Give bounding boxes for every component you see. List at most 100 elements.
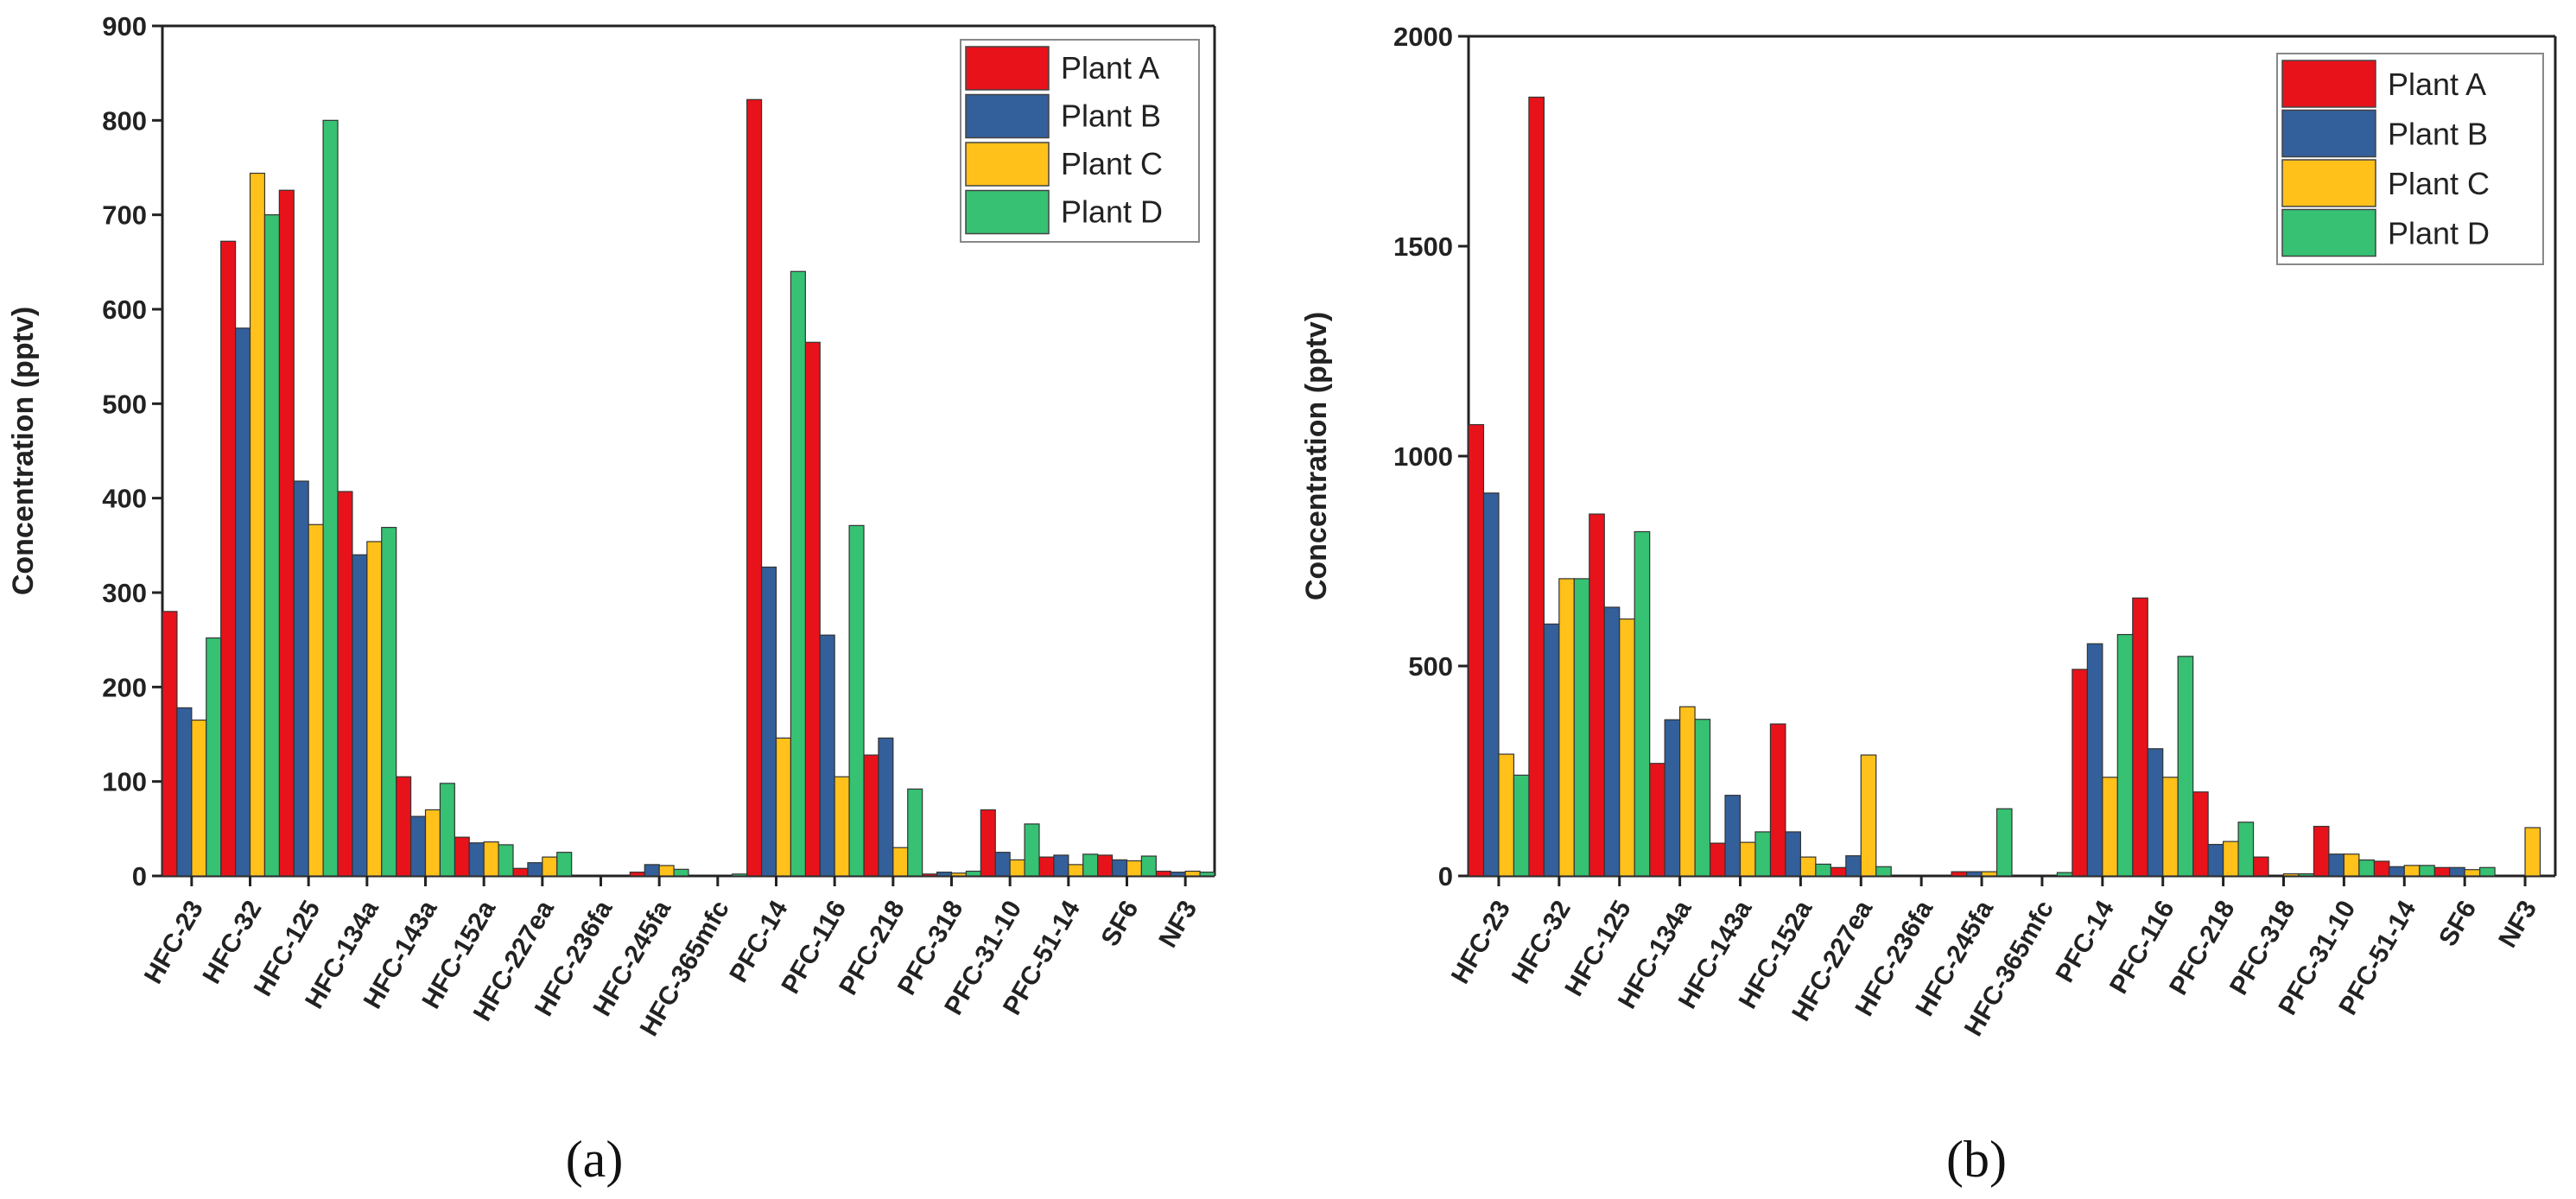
bar-plant-c-hfc-125 (1619, 618, 1635, 877)
y-tick-label: 100 (102, 767, 147, 797)
y-tick-label: 600 (102, 295, 147, 325)
bar-plant-d-hfc-134a (381, 526, 397, 877)
legend-label: Plant A (1061, 50, 1159, 86)
bar-plant-d-pfc-218 (2237, 822, 2255, 877)
bar-plant-a-pfc-14 (746, 98, 763, 877)
y-tick-label: 500 (102, 389, 147, 419)
bar-plant-d-pfc-318 (2298, 872, 2315, 877)
bar-plant-c-hfc-152a (483, 841, 499, 877)
bar-plant-b-sf6 (1111, 859, 1128, 877)
bar-plant-b-hfc-23 (1482, 492, 1500, 877)
bar-plant-b-pfc-318 (936, 872, 953, 877)
bar-plant-b-hfc-134a (352, 554, 368, 877)
bar-plant-d-hfc-134a (1694, 719, 1711, 877)
legend-label: Plant A (2388, 67, 2486, 102)
y-tick-label: 700 (102, 200, 147, 231)
bar-plant-a-sf6 (1097, 854, 1114, 877)
bar-plant-c-pfc-14 (2102, 777, 2118, 877)
bar-plant-b-pfc-218 (2207, 843, 2224, 877)
legend-label: Plant B (1061, 98, 1161, 134)
bar-plant-b-pfc-218 (878, 737, 894, 877)
bar-plant-a-hfc-32 (1528, 96, 1545, 877)
bar-plant-b-hfc-152a (468, 842, 485, 877)
legend-swatch (965, 189, 1050, 235)
bar-plant-b-hfc-227ea (1845, 855, 1862, 877)
bar-plant-d-hfc-125 (1634, 530, 1651, 877)
bar-plant-d-hfc-245fa (673, 868, 689, 877)
legend: Plant A Plant B Plant C Plant D (960, 39, 1200, 243)
bar-plant-d-pfc-31-10 (1024, 823, 1040, 877)
y-tick-label: 500 (1408, 651, 1453, 682)
bar-plant-b-pfc-116 (819, 634, 835, 877)
legend-swatch (2281, 60, 2376, 108)
bar-plant-d-hfc-152a (1815, 863, 1831, 877)
bar-plant-c-nf3 (2524, 827, 2541, 877)
bar-plant-d-hfc-23 (206, 637, 222, 877)
bar-plant-c-pfc-218 (892, 847, 909, 877)
x-tick-label: PFC-14 (2051, 896, 2120, 987)
x-tick-label: NF3 (2493, 896, 2542, 953)
bar-plant-a-pfc-116 (804, 341, 821, 877)
bar-plant-b-pfc-51-14 (2389, 866, 2405, 877)
bar-plant-d-hfc-143a (439, 783, 455, 877)
legend-label: Plant C (2388, 166, 2490, 201)
bar-plant-c-sf6 (1126, 860, 1143, 877)
bar-plant-d-pfc-318 (965, 870, 981, 877)
bar-plant-d-sf6 (2479, 866, 2496, 877)
bar-plant-a-hfc-23 (162, 611, 178, 877)
bar-plant-a-pfc-51-14 (1038, 856, 1055, 877)
y-axis-label: Concentration (pptv) (1300, 312, 1333, 600)
bar-plant-c-pfc-218 (2223, 841, 2239, 877)
bar-plant-a-hfc-125 (1589, 513, 1605, 877)
bar-plant-c-pfc-116 (834, 776, 850, 877)
bar-plant-a-pfc-31-10 (980, 809, 996, 877)
bar-plant-b-hfc-134a (1664, 719, 1681, 877)
bar-plant-d-pfc-51-14 (1082, 853, 1099, 877)
bar-plant-b-nf3 (1170, 872, 1186, 877)
bar-plant-c-hfc-32 (249, 172, 266, 877)
bar-plant-a-pfc-116 (2132, 597, 2148, 877)
bar-plant-b-hfc-245fa (644, 864, 660, 877)
bar-plant-d-pfc-31-10 (2358, 859, 2375, 877)
bar-plant-d-sf6 (1140, 855, 1157, 877)
bar-plant-a-hfc-227ea (512, 867, 529, 877)
legend-swatch (965, 46, 1050, 91)
bar-plant-b-hfc-125 (1603, 606, 1621, 877)
bar-plant-d-pfc-14 (790, 270, 806, 877)
bar-plant-a-hfc-32 (220, 240, 237, 877)
bar-plant-a-hfc-245fa (1951, 871, 1968, 877)
panel-label: (b) (1946, 1131, 2007, 1188)
bar-plant-d-pfc-116 (2177, 656, 2194, 877)
bar-plant-b-hfc-125 (293, 480, 309, 877)
bar-plant-a-hfc-152a (1769, 723, 1786, 877)
bar-plant-c-hfc-125 (308, 523, 324, 877)
legend-swatch (2281, 208, 2376, 257)
bar-plant-d-hfc-32 (263, 214, 280, 877)
y-tick-label: 0 (132, 861, 147, 891)
bar-plant-d-hfc-365mfc (732, 873, 748, 877)
bar-plant-a-sf6 (2433, 866, 2451, 877)
y-tick-label: 1500 (1393, 232, 1453, 262)
bar-plant-b-hfc-227ea (527, 862, 543, 877)
y-tick-label: 800 (102, 105, 147, 136)
legend: Plant A Plant B Plant C Plant D (2276, 53, 2544, 265)
bar-plant-c-hfc-23 (1498, 753, 1515, 877)
legend-swatch (965, 93, 1050, 139)
bar-plant-c-hfc-245fa (1981, 871, 1998, 877)
bar-plant-c-hfc-152a (1799, 856, 1817, 877)
x-tick-label: SF6 (2433, 896, 2482, 951)
y-tick-label: 0 (1438, 861, 1453, 891)
bar-plant-d-pfc-218 (907, 788, 923, 877)
panel-label: (a) (566, 1131, 624, 1188)
bar-plant-b-hfc-32 (1543, 623, 1560, 877)
bar-plant-a-pfc-218 (863, 754, 879, 877)
bar-plant-a-hfc-143a (1709, 842, 1726, 877)
bar-plant-d-hfc-365mfc (2056, 872, 2073, 877)
bar-plant-a-hfc-125 (278, 189, 295, 877)
bar-plant-a-pfc-318 (922, 873, 938, 877)
legend-label: Plant D (2388, 215, 2490, 251)
bar-plant-c-pfc-31-10 (2343, 853, 2360, 877)
bar-plant-d-hfc-125 (322, 119, 339, 877)
